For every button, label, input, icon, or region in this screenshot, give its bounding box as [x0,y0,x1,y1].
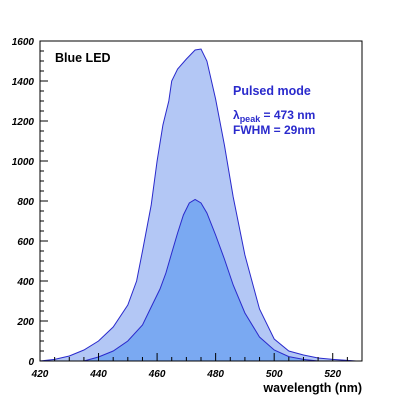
x-tick-label: 460 [148,369,166,380]
x-tick-label: 520 [324,369,341,380]
series-layer [39,48,357,362]
mode-annotation: Pulsed mode [233,84,311,98]
y-tick-label: 1200 [12,117,35,128]
panel-label: Blue LED [55,51,111,65]
y-tick-label: 600 [17,237,34,248]
lambda-symbol: λ [233,108,240,122]
y-tick-label: 1400 [12,77,35,88]
ticks-layer: 420 440 460 480 500 520 0 200 400 600 800 1000 1200 1… [12,37,363,380]
y-tick-label: 200 [16,317,34,328]
y-tick-label: 1000 [12,157,35,168]
lambda-value: = 473 nm [260,108,315,122]
spectrum-area-2 [83,198,319,362]
fwhm-annotation: FWHM = 29nm [233,123,315,137]
y-tick-label: 400 [16,277,34,288]
x-tick-label: 440 [89,369,107,380]
y-tick-label: 1600 [12,37,35,48]
y-tick-label: 0 [28,357,34,368]
x-axis-title: wavelength (nm) [262,381,362,395]
y-tick-label: 800 [17,197,34,208]
lambda-subscript: peak [240,114,262,124]
x-tick-label: 480 [206,369,224,380]
lambda-annotation: λpeak = 473 nm [233,108,315,124]
x-tick-label: 420 [31,369,49,380]
x-tick-label: 500 [266,369,283,380]
